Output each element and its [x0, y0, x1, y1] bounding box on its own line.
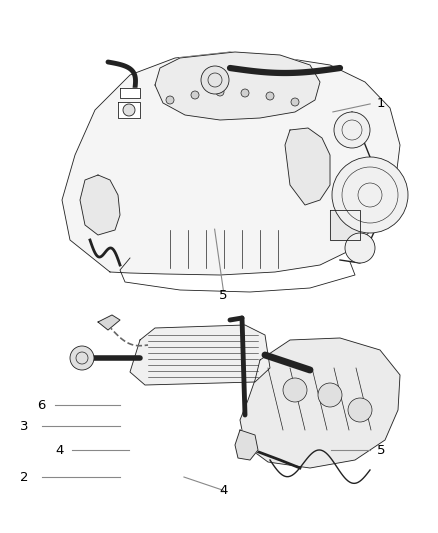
Text: 5: 5 [377, 444, 385, 457]
Circle shape [191, 91, 199, 99]
Polygon shape [235, 430, 258, 460]
Circle shape [318, 383, 342, 407]
Polygon shape [118, 102, 140, 118]
Circle shape [123, 104, 135, 116]
Polygon shape [80, 175, 120, 235]
Circle shape [266, 92, 274, 100]
Text: 5: 5 [219, 289, 228, 302]
Circle shape [166, 96, 174, 104]
Polygon shape [155, 52, 320, 120]
Polygon shape [120, 88, 140, 98]
Circle shape [201, 66, 229, 94]
Circle shape [70, 346, 94, 370]
Polygon shape [130, 325, 270, 385]
Polygon shape [62, 52, 400, 275]
Circle shape [216, 88, 224, 96]
Circle shape [334, 112, 370, 148]
Polygon shape [98, 315, 120, 330]
Polygon shape [240, 338, 400, 468]
Circle shape [283, 378, 307, 402]
Circle shape [332, 157, 408, 233]
Circle shape [241, 89, 249, 97]
Text: 2: 2 [20, 471, 28, 483]
Text: 1: 1 [377, 98, 385, 110]
Text: 4: 4 [55, 444, 64, 457]
Text: 3: 3 [20, 420, 28, 433]
Polygon shape [330, 210, 360, 240]
Circle shape [291, 98, 299, 106]
Text: 4: 4 [219, 484, 228, 497]
Circle shape [345, 233, 375, 263]
Circle shape [348, 398, 372, 422]
Polygon shape [285, 128, 330, 205]
Text: 6: 6 [37, 399, 46, 411]
